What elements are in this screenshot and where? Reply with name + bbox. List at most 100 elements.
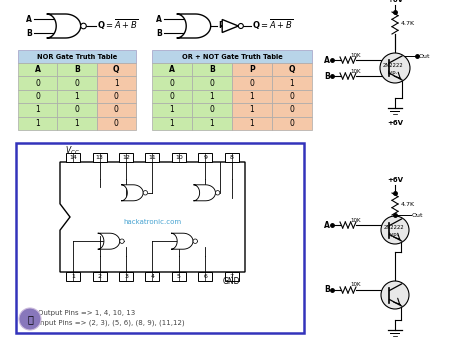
Circle shape (238, 24, 243, 28)
FancyBboxPatch shape (18, 76, 57, 90)
Text: Output Pins => 1, 4, 10, 13: Output Pins => 1, 4, 10, 13 (38, 310, 135, 316)
Text: A: A (169, 65, 175, 74)
FancyBboxPatch shape (232, 90, 272, 103)
Text: 0: 0 (210, 105, 214, 115)
Text: B: B (74, 65, 80, 74)
FancyBboxPatch shape (152, 103, 192, 117)
Text: NOR Gate Truth Table: NOR Gate Truth Table (37, 53, 117, 59)
Polygon shape (98, 233, 120, 249)
FancyBboxPatch shape (57, 103, 97, 117)
Text: 🧠: 🧠 (27, 314, 33, 324)
Text: hackatronic.com: hackatronic.com (123, 219, 182, 225)
Text: A: A (324, 56, 330, 65)
Text: 0: 0 (114, 119, 119, 128)
FancyBboxPatch shape (152, 90, 192, 103)
Text: 0: 0 (170, 92, 174, 101)
Text: Out: Out (419, 53, 430, 59)
Text: Q: Q (113, 65, 119, 74)
Text: A: A (26, 15, 32, 24)
Text: 4: 4 (151, 274, 155, 279)
FancyBboxPatch shape (198, 153, 212, 162)
Text: $\mathbf{Q} = \overline{A+B}$: $\mathbf{Q} = \overline{A+B}$ (252, 18, 293, 32)
Text: 7: 7 (230, 274, 234, 279)
Circle shape (381, 281, 409, 309)
Text: 1: 1 (290, 79, 294, 87)
Text: B: B (26, 28, 32, 37)
Polygon shape (177, 14, 210, 38)
Circle shape (81, 23, 86, 29)
FancyBboxPatch shape (18, 50, 136, 63)
Text: 0: 0 (290, 119, 294, 128)
FancyBboxPatch shape (172, 153, 186, 162)
Text: OR + NOT Gate Truth Table: OR + NOT Gate Truth Table (182, 53, 283, 59)
Text: 10: 10 (175, 155, 183, 160)
Polygon shape (47, 14, 81, 38)
FancyBboxPatch shape (232, 117, 272, 130)
FancyBboxPatch shape (16, 143, 304, 333)
FancyBboxPatch shape (119, 153, 133, 162)
Circle shape (381, 216, 409, 244)
Text: 0: 0 (74, 79, 80, 87)
Text: 0: 0 (35, 92, 40, 101)
FancyBboxPatch shape (225, 153, 239, 162)
FancyBboxPatch shape (97, 63, 136, 76)
Circle shape (120, 239, 124, 243)
FancyBboxPatch shape (66, 153, 80, 162)
FancyBboxPatch shape (18, 117, 57, 130)
Text: 1: 1 (250, 105, 255, 115)
Circle shape (216, 191, 220, 195)
FancyBboxPatch shape (272, 103, 312, 117)
Text: 10K: 10K (350, 218, 361, 222)
Text: 1: 1 (210, 92, 214, 101)
Text: 9: 9 (203, 155, 207, 160)
FancyBboxPatch shape (146, 153, 159, 162)
Circle shape (380, 53, 410, 83)
Text: +6V: +6V (387, 120, 403, 126)
Text: 0: 0 (250, 79, 255, 87)
Text: 5: 5 (177, 274, 181, 279)
Text: 0: 0 (114, 92, 119, 101)
FancyBboxPatch shape (192, 117, 232, 130)
Text: 12: 12 (122, 155, 130, 160)
FancyBboxPatch shape (232, 76, 272, 90)
Text: P: P (219, 20, 225, 29)
Text: 2: 2 (98, 274, 101, 279)
Text: +6V: +6V (387, 0, 403, 3)
Circle shape (19, 308, 41, 330)
Text: 4.7K: 4.7K (401, 202, 415, 206)
FancyBboxPatch shape (272, 117, 312, 130)
FancyBboxPatch shape (146, 272, 159, 281)
Text: 10K: 10K (350, 68, 361, 74)
Text: 1: 1 (210, 119, 214, 128)
Text: 0: 0 (35, 79, 40, 87)
Text: 0: 0 (290, 105, 294, 115)
Text: 1: 1 (170, 119, 174, 128)
Circle shape (193, 239, 198, 243)
Text: Out: Out (412, 212, 423, 218)
Text: A: A (156, 15, 162, 24)
FancyBboxPatch shape (192, 103, 232, 117)
FancyBboxPatch shape (192, 63, 232, 76)
FancyBboxPatch shape (92, 272, 107, 281)
Text: 10K: 10K (350, 52, 361, 58)
FancyBboxPatch shape (225, 272, 239, 281)
Text: B: B (324, 286, 330, 295)
FancyBboxPatch shape (192, 76, 232, 90)
FancyBboxPatch shape (97, 117, 136, 130)
FancyBboxPatch shape (152, 117, 192, 130)
FancyBboxPatch shape (66, 272, 80, 281)
Text: A: A (35, 65, 41, 74)
Text: 1: 1 (250, 119, 255, 128)
FancyBboxPatch shape (57, 90, 97, 103)
FancyBboxPatch shape (97, 76, 136, 90)
FancyBboxPatch shape (57, 117, 97, 130)
Text: 13: 13 (96, 155, 104, 160)
FancyBboxPatch shape (152, 50, 312, 63)
FancyBboxPatch shape (192, 90, 232, 103)
Text: 1: 1 (35, 119, 40, 128)
FancyBboxPatch shape (18, 90, 57, 103)
FancyBboxPatch shape (152, 63, 192, 76)
Text: B: B (209, 65, 215, 74)
Text: Q: Q (289, 65, 295, 74)
Text: +6V: +6V (387, 177, 403, 183)
